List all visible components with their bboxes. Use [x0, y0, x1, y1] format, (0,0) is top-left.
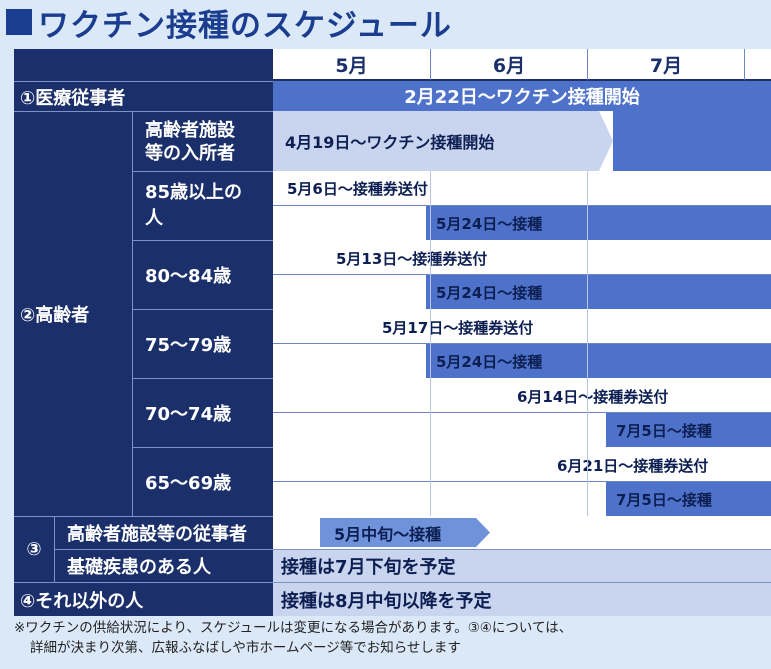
month-july: 7月 — [587, 49, 744, 81]
schedule-table: 5月 6月 7月 ①医療従事者 2月22日～ワクチン接種開始 ②高齢者 高齢者施… — [14, 49, 771, 616]
divider — [273, 205, 771, 206]
month-gridline — [430, 171, 431, 516]
row-70-label: 70～74歳 — [132, 378, 273, 447]
g80-voucher: 5月13日～接種券送付 — [320, 242, 771, 274]
others-bar: 接種は8月中旬以降を予定 — [273, 582, 771, 616]
row-disease-label: 基礎疾患のある人 — [54, 549, 273, 582]
header-blank — [14, 49, 273, 81]
footnote: ※ワクチンの供給状況により、スケジュールは変更になる場合があります。③④について… — [14, 618, 764, 658]
footnote-line1: ※ワクチンの供給状況により、スケジュールは変更になる場合があります。③④について… — [14, 620, 573, 636]
divider — [273, 481, 771, 482]
row-75-label: 75～79歳 — [132, 309, 273, 378]
g75-vacc: 5月24日～接種 — [426, 344, 771, 378]
row-others-label: ④それ以外の人 — [14, 582, 273, 616]
g85-vacc: 5月24日～接種 — [426, 206, 771, 240]
g65-vacc: 7月5日～接種 — [606, 482, 771, 516]
month-june: 6月 — [430, 49, 587, 81]
row-staff-label: 高齢者施設等の従事者 — [54, 516, 273, 549]
facility-label-line2: 等の入所者 — [145, 142, 235, 164]
row-elderly-label: ②高齢者 — [14, 111, 132, 516]
row-facility-label: 高齢者施設 等の入所者 — [132, 111, 273, 171]
facility-bar-tail — [613, 111, 771, 171]
title-text: ワクチン接種のスケジュール — [38, 7, 452, 44]
disease-bar: 接種は7月下旬を予定 — [273, 549, 771, 582]
divider — [273, 412, 771, 413]
row-65-label: 65～69歳 — [132, 447, 273, 516]
footnote-line2: 詳細が決まり次第、広報ふなばしや市ホームページ等でお知らせします — [30, 640, 461, 656]
title-square-icon — [6, 9, 32, 35]
g85-label-line1: 85歳以上の — [145, 182, 243, 203]
g70-vacc: 7月5日～接種 — [606, 413, 771, 447]
facility-bar: 4月19日～ワクチン接種開始 — [273, 111, 613, 171]
staff-bar: 5月中旬～接種 — [320, 518, 490, 547]
row-medical-bar: 2月22日～ワクチン接種開始 — [273, 81, 771, 111]
month-may: 5月 — [273, 49, 430, 81]
g75-voucher: 5月17日～接種券送付 — [366, 311, 771, 343]
g70-voucher: 6月14日～接種券送付 — [501, 380, 771, 412]
row-group3-label: ③ — [14, 516, 54, 582]
g85-voucher: 5月6日～接種券送付 — [273, 171, 771, 205]
month-next — [744, 49, 771, 81]
row-85-label: 85歳以上の 人 — [132, 171, 273, 240]
g65-voucher: 6月21日～接種券送付 — [541, 449, 771, 481]
divider — [273, 343, 771, 344]
month-gridline — [587, 171, 588, 516]
page-title: ワクチン接種のスケジュール — [6, 0, 452, 44]
divider — [273, 274, 771, 275]
g85-label-line2: 人 — [145, 208, 163, 229]
row-80-label: 80～84歳 — [132, 240, 273, 309]
facility-label-line1: 高齢者施設 — [145, 119, 235, 141]
row-medical-label: ①医療従事者 — [14, 81, 273, 111]
g80-vacc: 5月24日～接種 — [426, 275, 771, 309]
